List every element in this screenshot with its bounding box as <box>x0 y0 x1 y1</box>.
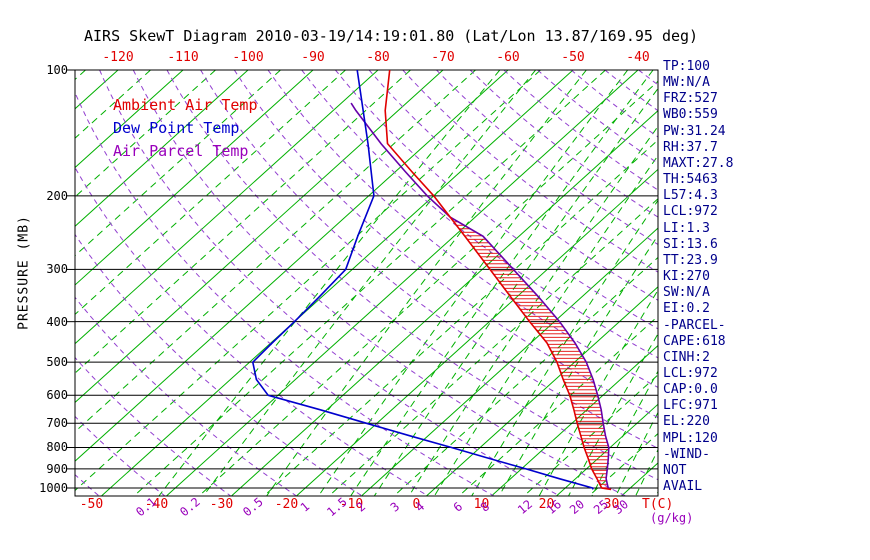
stat-line: EI:0.2 <box>663 301 710 317</box>
stat-line: KI:270 <box>663 269 710 285</box>
sounding-curves <box>251 70 612 491</box>
top-temp-tick-label: -110 <box>167 50 199 65</box>
stat-line: SI:13.6 <box>663 236 718 252</box>
bottom-temp-tick-label: 30 <box>603 497 620 512</box>
sounding-stats-panel: TP:100 MW:N/A FRZ:527 WB0:559 PW:31.24 RH:37.… <box>663 59 733 495</box>
bottom-temp-tick-label: -20 <box>274 497 299 512</box>
pressure-tick-label: 100 <box>46 63 68 77</box>
pressure-tick-label: 300 <box>46 262 68 277</box>
top-temp-tick-label: -50 <box>561 50 585 65</box>
stat-line: FRZ:527 <box>663 91 718 107</box>
stat-line: MW:N/A <box>663 75 710 91</box>
stat-line: -PARCEL- <box>663 317 726 333</box>
stat-line: WB0:559 <box>663 107 718 123</box>
top-temp-tick-label: -70 <box>431 50 455 65</box>
chart-title: AIRS SkewT Diagram 2010-03-19/14:19:01.8… <box>84 27 699 45</box>
cape-hatch-area <box>453 221 609 489</box>
stat-line: CAPE:618 <box>663 333 726 349</box>
stat-line: LCL:972 <box>663 204 718 220</box>
pressure-tick-label: 1000 <box>39 481 68 495</box>
dew-point-curve <box>251 70 594 490</box>
stat-line: PW:31.24 <box>663 123 726 139</box>
parcel-temp-curve <box>350 102 612 491</box>
stat-line: LCL:972 <box>663 365 718 381</box>
bottom-temp-tick-label: 20 <box>538 497 555 512</box>
top-temp-tick-label: -60 <box>496 50 520 65</box>
bottom-temp-tick-label: -40 <box>144 497 169 512</box>
stat-line: AVAIL <box>663 479 703 495</box>
stat-line: MAXT:27.8 <box>663 155 734 171</box>
stat-line: EL:220 <box>663 414 710 430</box>
top-temp-tick-label: -100 <box>232 50 264 65</box>
top-temp-tick-label: -40 <box>626 50 650 65</box>
stat-line: TH:5463 <box>663 172 718 188</box>
bottom-temp-tick-label: -30 <box>209 497 234 512</box>
stat-line: MPL:120 <box>663 430 718 446</box>
pressure-tick-label: 600 <box>46 388 68 403</box>
top-temp-tick-label: -120 <box>102 50 134 65</box>
legend-dew-point-temp: Dew Point Temp <box>113 119 240 137</box>
pressure-tick-label: 700 <box>46 416 68 431</box>
stat-line: RH:37.7 <box>663 139 718 155</box>
bottom-temp-tick-label: 10 <box>473 497 490 512</box>
legend-air-parcel-temp: Air Parcel Temp <box>113 142 249 160</box>
stat-line: NOT <box>663 462 687 478</box>
stat-line: LFC:971 <box>663 398 718 414</box>
top-temp-tick-label: -80 <box>366 50 390 65</box>
ambient-temp-curve <box>384 70 612 491</box>
plot-frame <box>74 69 659 497</box>
pressure-tick-label: 900 <box>46 461 68 476</box>
stat-line: SW:N/A <box>663 285 710 301</box>
mixing-ratio-lines <box>158 70 658 496</box>
stat-line: LI:1.3 <box>663 220 710 236</box>
top-temp-tick-label: -90 <box>301 50 325 65</box>
legend-ambient-air-temp: Ambient Air Temp <box>113 96 258 114</box>
stat-line: -WIND- <box>663 446 710 462</box>
stat-line: TT:23.9 <box>663 252 718 268</box>
stat-line: CINH:2 <box>663 349 710 365</box>
bottom-temp-tick-label: 0 <box>412 497 421 512</box>
pressure-tick-label: 400 <box>46 314 68 329</box>
temp-unit-label: T(C) <box>642 497 674 512</box>
bottom-temp-tick-label: -50 <box>79 497 104 512</box>
pressure-tick-label: 500 <box>46 355 68 370</box>
stat-line: L57:4.3 <box>663 188 718 204</box>
bottom-temp-tick-label: -10 <box>339 497 364 512</box>
stat-line: CAP:0.0 <box>663 382 718 398</box>
pressure-tick-label: 800 <box>46 440 68 455</box>
pressure-tick-label: 200 <box>46 188 68 203</box>
mixing-ratio-unit-label: (g/kg) <box>650 511 694 525</box>
stat-line: TP:100 <box>663 59 710 74</box>
